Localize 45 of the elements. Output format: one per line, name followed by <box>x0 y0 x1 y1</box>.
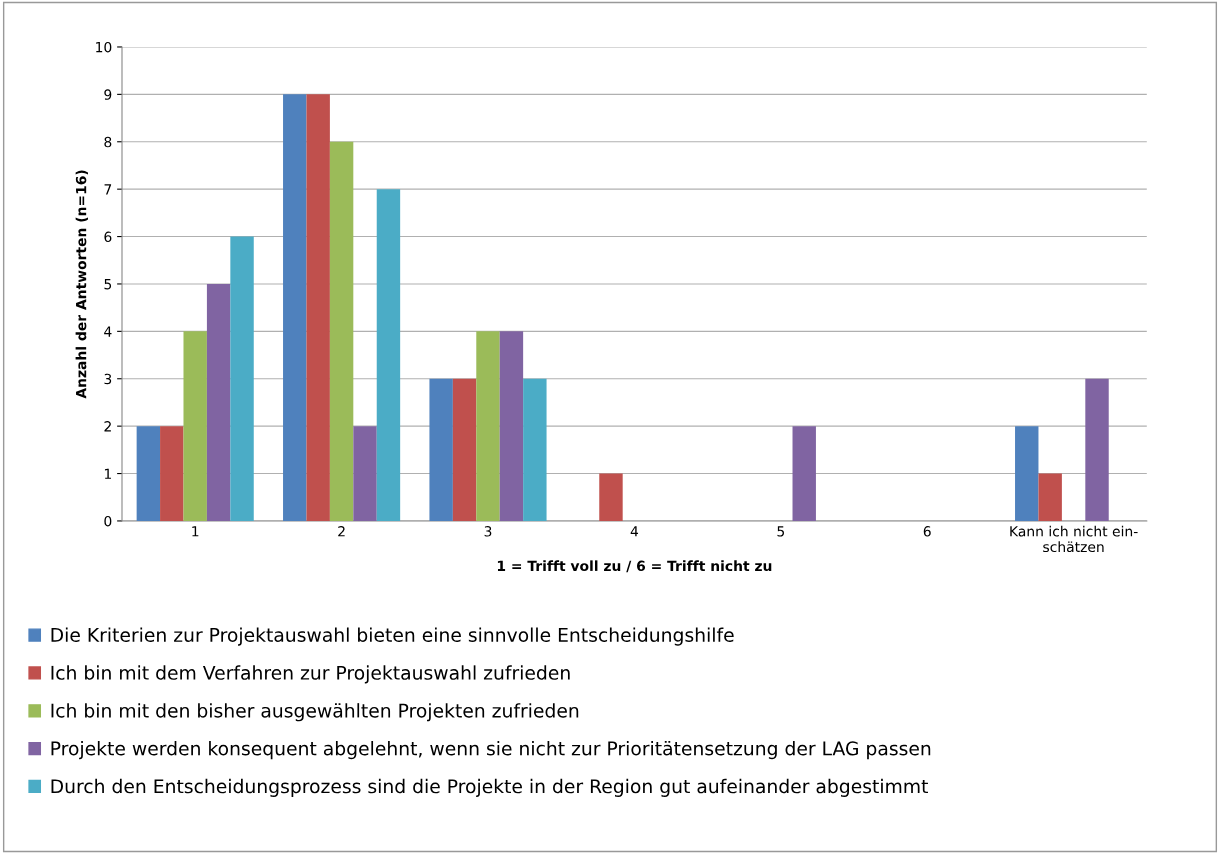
bar <box>599 473 623 521</box>
y-tick-label: 7 <box>104 184 112 195</box>
bar <box>160 426 184 521</box>
y-axis-title: Anzahl der Antworten (n=16) <box>75 170 88 399</box>
bar <box>183 331 207 521</box>
y-tick-label: 5 <box>104 279 112 290</box>
x-tick-label: 1 <box>192 526 199 537</box>
legend-label: Ich bin mit dem Verfahren zur Projektauswahl zufrieden <box>51 665 570 684</box>
x-axis-title: 1 = Trifft voll zu / 6 = Trifft nicht zu <box>497 560 772 573</box>
bar <box>283 94 307 521</box>
bar <box>792 426 816 521</box>
bar <box>206 283 231 521</box>
bar <box>499 331 524 521</box>
bar <box>1085 378 1109 521</box>
bar <box>523 378 547 521</box>
legend-label: Die Kriterien zur Projektauswahl bieten eine sinnvolle Entscheidungshilfe <box>51 627 734 646</box>
bar <box>429 378 453 521</box>
bar <box>376 189 401 521</box>
y-tick-label: 3 <box>104 373 112 385</box>
bar <box>136 426 161 521</box>
y-tick-label: 4 <box>104 326 112 337</box>
x-tick-label: 5 <box>777 526 785 537</box>
bar <box>230 236 254 521</box>
y-tick-label: 6 <box>104 231 112 243</box>
bar <box>452 378 477 521</box>
bar <box>306 94 330 521</box>
y-tick-label: 2 <box>104 421 111 432</box>
y-tick-label: 8 <box>104 136 112 148</box>
bar <box>1038 473 1062 521</box>
legend-label: Durch den Entscheidungsprozess sind die Projekte in der Region gut aufeinander abgestimmt <box>51 778 928 797</box>
bar <box>476 331 500 521</box>
y-tick-label: 1 <box>104 468 111 479</box>
bar <box>353 426 377 521</box>
legend-label: Projekte werden konsequent abgelehnt, wenn sie nicht zur Prioritätensetzung der LAG passen <box>51 740 931 760</box>
x-tick-label: 3 <box>484 526 492 537</box>
bar <box>1015 426 1039 521</box>
x-tick-label: 4 <box>630 526 639 537</box>
legend-label: Ich bin mit den bisher ausgewählten Projekten zufrieden <box>51 703 579 722</box>
y-tick-label: 9 <box>104 89 112 100</box>
x-tick-label: 2 <box>338 526 345 537</box>
y-tick-label: 0 <box>104 515 112 527</box>
x-tick-label: Kann ich nicht ein- schätzen <box>1010 525 1138 553</box>
y-tick-label: 10 <box>96 41 112 53</box>
x-tick-label: 6 <box>923 526 931 537</box>
bar <box>329 141 354 521</box>
